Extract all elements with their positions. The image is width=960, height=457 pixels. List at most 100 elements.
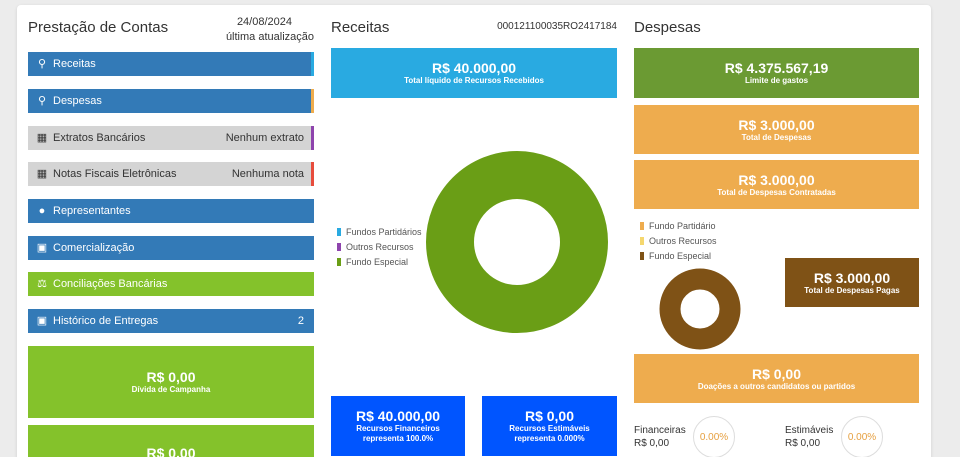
contratadas-card: R$ 3.000,00 Total de Despesas Contratada… [634, 160, 919, 209]
doacoes-label: Doações a outros candidatos ou partidos [697, 381, 856, 391]
menu-historico[interactable]: ▣ Histórico de Entregas 2 [28, 309, 314, 333]
financeiras-label: Financeiras [634, 425, 686, 436]
rec-fin-amount: R$ 40.000,00 [355, 408, 441, 424]
limite-amount: R$ 4.375.567,19 [724, 60, 829, 76]
legend-label: Outros Recursos [346, 241, 414, 252]
menu-edge [311, 126, 314, 150]
divida-label: Dívida de Campanha [131, 385, 211, 394]
search-icon: ⚲ [37, 58, 47, 70]
menu-receitas[interactable]: ⚲ Receitas [28, 52, 314, 76]
menu-edge [311, 52, 314, 76]
limite-card: R$ 4.375.567,19 Limite de gastos [634, 48, 919, 98]
legend-item: Outros Recursos [640, 233, 717, 248]
update-date: 24/08/2024 última atualização [200, 15, 314, 45]
document-icon: ▦ [36, 132, 48, 144]
estimaveis-label: Estimáveis [785, 425, 834, 436]
legend-swatch [640, 221, 644, 230]
doacoes-card: R$ 0,00 Doações a outros candidatos ou p… [634, 354, 919, 403]
contratadas-amount: R$ 3.000,00 [738, 171, 815, 188]
legend-swatch [640, 236, 644, 245]
menu-edge [311, 89, 314, 113]
despesas-title: Despesas [634, 19, 701, 36]
total-despesas-amount: R$ 3.000,00 [738, 116, 815, 133]
legend-label: Outros Recursos [649, 235, 717, 246]
legend-label: Fundos Partidários [346, 226, 422, 237]
search-icon: ⚲ [37, 95, 47, 107]
menu-representantes[interactable]: ● Representantes [28, 199, 314, 223]
contratadas-label: Total de Despesas Contratadas [717, 187, 836, 197]
menu-extratos-status: Nenhum extrato [225, 132, 304, 144]
estimaveis-pct: 0.00% [847, 431, 877, 443]
donut-slice-fundo-especial [426, 151, 608, 333]
legend-item: Outros Recursos [337, 239, 422, 254]
pagas-amount: R$ 3.000,00 [813, 269, 891, 286]
menu-receitas-label: Receitas [53, 58, 96, 70]
menu-representantes-label: Representantes [53, 205, 131, 217]
menu-notas[interactable]: ▦ Notas Fiscais Eletrônicas Nenhuma nota [28, 162, 314, 186]
truck-icon: ▣ [36, 315, 48, 327]
recursos-financeiros-card: R$ 40.000,00 Recursos Financeiros repres… [331, 396, 465, 456]
legend-item: Fundo Especial [337, 254, 422, 269]
rec-est-amount: R$ 0,00 [524, 408, 575, 424]
limite-label: Limite de gastos [744, 76, 809, 85]
menu-comercializacao[interactable]: ▣ Comercialização [28, 236, 314, 260]
cart-icon: ▣ [36, 242, 48, 254]
pagas-card: R$ 3.000,00 Total de Despesas Pagas [785, 258, 919, 307]
menu-despesas-label: Despesas [53, 95, 102, 107]
rec-fin-label: Recursos Financeiros [356, 424, 440, 433]
prestacao-title: Prestação de Contas [28, 19, 169, 36]
menu-extratos[interactable]: ▦ Extratos Bancários Nenhum extrato [28, 126, 314, 150]
legend-item: Fundo Especial [640, 248, 717, 263]
menu-notas-status: Nenhuma nota [231, 168, 304, 180]
rec-fin-pct: representa 100.0% [362, 434, 434, 443]
legend-swatch [337, 242, 341, 251]
menu-conciliacoes-label: Conciliações Bancárias [53, 278, 168, 290]
recursos-estimaveis-card: R$ 0,00 Recursos Estimáveis representa 0… [482, 396, 617, 456]
total-despesas-label: Total de Despesas [741, 132, 812, 142]
receitas-donut [426, 151, 608, 333]
date-value: 24/08/2024 [236, 16, 292, 28]
receitas-legend: Fundos Partidários Outros Recursos Fundo… [337, 224, 422, 269]
estimaveis-amount: R$ 0,00 [785, 438, 821, 449]
pagas-label: Total de Despesas Pagas [804, 285, 900, 295]
receitas-total-card: R$ 40.000,00 Total líquido de Recursos R… [331, 48, 617, 98]
menu-comercializacao-label: Comercialização [53, 242, 135, 254]
menu-despesas[interactable]: ⚲ Despesas [28, 89, 314, 113]
legend-swatch [337, 227, 341, 236]
process-code: 000121100035RO2417184 [497, 21, 617, 32]
legend-label: Fundo Partidário [649, 220, 716, 231]
rec-est-label: Recursos Estimáveis [509, 424, 590, 433]
legend-label: Fundo Especial [346, 256, 409, 267]
second-amount: R$ 0,00 [146, 445, 196, 457]
despesas-legend: Fundo Partidário Outros Recursos Fundo E… [640, 218, 717, 263]
balance-icon: ⚖ [37, 278, 47, 290]
menu-conciliacoes[interactable]: ⚖ Conciliações Bancárias [28, 272, 314, 296]
financeiras-block: Financeiras R$ 0,00 [634, 424, 686, 450]
receitas-total-label: Total líquido de Recursos Recebidos [404, 76, 544, 85]
menu-historico-label: Histórico de Entregas [53, 315, 159, 327]
menu-notas-label: Notas Fiscais Eletrônicas [53, 168, 177, 180]
divida-amount: R$ 0,00 [146, 369, 196, 385]
despesas-donut [659, 268, 741, 350]
estimaveis-gauge: 0.00% [841, 416, 883, 457]
legend-swatch [337, 257, 341, 266]
donut-slice-fundo-especial [659, 268, 741, 350]
divida-card: R$ 0,00 Dívida de Campanha [28, 346, 314, 418]
receitas-total-amount: R$ 40.000,00 [431, 60, 517, 76]
financeiras-amount: R$ 0,00 [634, 438, 670, 449]
menu-extratos-label: Extratos Bancários [53, 132, 146, 144]
financeiras-pct: 0.00% [699, 431, 729, 443]
rec-est-pct: representa 0.000% [514, 434, 585, 443]
second-green-card: R$ 0,00 [28, 425, 314, 457]
doacoes-amount: R$ 0,00 [751, 365, 802, 382]
users-icon: ● [38, 205, 46, 217]
financeiras-gauge: 0.00% [693, 416, 735, 457]
menu-historico-count: 2 [297, 315, 304, 327]
total-despesas-card: R$ 3.000,00 Total de Despesas [634, 105, 919, 154]
legend-item: Fundos Partidários [337, 224, 422, 239]
legend-swatch [640, 251, 644, 260]
date-caption: última atualização [225, 31, 314, 43]
estimaveis-block: Estimáveis R$ 0,00 [785, 424, 833, 450]
receitas-title: Receitas [331, 19, 390, 36]
menu-edge [311, 162, 314, 186]
